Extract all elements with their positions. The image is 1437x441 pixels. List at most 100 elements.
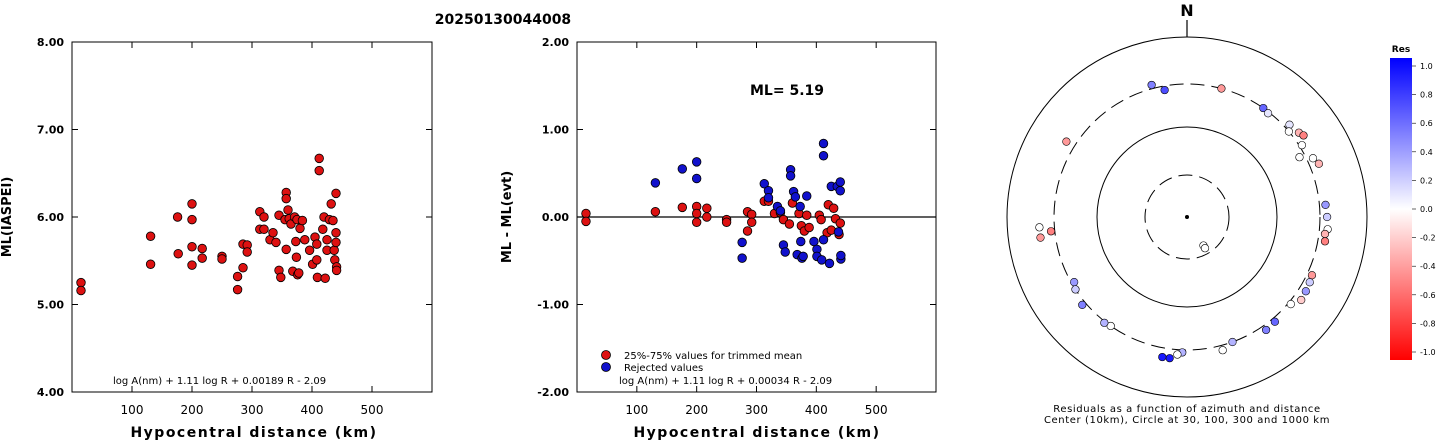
ring-100km	[1096, 126, 1278, 308]
data-point	[331, 228, 341, 238]
data-point	[304, 245, 315, 255]
caption-line-1: Residuals as a function of azimuth and d…	[1053, 404, 1321, 415]
station-point	[1323, 212, 1332, 222]
x-tick-label: 200	[685, 403, 708, 417]
residual-vs-distance-plot: -2.00 -1.00 0.00 1.00 2.00 100 200 300 400 500 M…	[500, 36, 937, 441]
legend-label-trimmed: 25%-75% values for trimmed mean	[624, 351, 802, 362]
station-point	[1046, 227, 1056, 236]
data-point	[242, 247, 252, 257]
y-tick-label: 4.00	[37, 386, 64, 399]
data-point	[297, 215, 308, 226]
data-point	[331, 265, 342, 276]
data-points	[581, 138, 846, 269]
rejected-point	[759, 179, 769, 189]
data-point	[329, 245, 339, 255]
data-point	[76, 285, 86, 296]
data-point	[291, 252, 302, 262]
station-point	[1297, 295, 1306, 305]
data-point	[331, 188, 341, 199]
x-tick-label: 200	[181, 403, 204, 417]
rejected-point	[817, 255, 827, 265]
trimmed-point	[835, 218, 845, 228]
rejected-point	[835, 177, 845, 187]
legend-marker-trimmed	[601, 350, 611, 360]
data-point	[217, 254, 227, 264]
data-point	[328, 215, 338, 226]
rejected-point	[798, 251, 808, 262]
trimmed-point	[581, 216, 591, 227]
rejected-point	[737, 253, 747, 263]
figure-title: 20250130044008	[435, 12, 571, 28]
colorbar-tick-label: 0.4	[1420, 148, 1433, 157]
ml-annotation: ML= 5.19	[750, 83, 824, 99]
data-point	[271, 237, 281, 248]
data-point	[187, 260, 197, 270]
rejected-point	[785, 171, 796, 181]
rejected-point	[790, 192, 801, 202]
data-point	[187, 199, 197, 209]
data-point	[145, 231, 156, 241]
colorbar-tick-label: -0.4	[1420, 262, 1436, 271]
legend-marker-rejected	[601, 362, 611, 372]
data-point	[291, 236, 301, 247]
data-point	[238, 263, 248, 273]
x-tick-label: 400	[301, 403, 324, 417]
station-point	[1320, 229, 1330, 239]
station-point	[1158, 352, 1167, 362]
trimmed-point	[691, 217, 702, 227]
trimmed-point	[747, 217, 757, 227]
ml-vs-distance-plot: 4.00 5.00 6.00 7.00 8.00 100 200 300 400 500 ML(…	[0, 36, 433, 441]
y-tick-label: 2.00	[542, 36, 569, 49]
trimmed-point	[816, 214, 826, 225]
station-point	[1100, 318, 1109, 327]
rejected-point	[796, 236, 806, 247]
colorbar-tick-label: -0.2	[1420, 234, 1436, 243]
station-point	[1200, 244, 1210, 253]
rejected-point	[802, 191, 812, 201]
colorbar-tick-label: 1.0	[1420, 62, 1433, 71]
x-ticks: 100 200 300 400 500	[625, 42, 888, 417]
caption-line-2: Center (10km), Circle at 30, 100, 300 an…	[1044, 415, 1330, 426]
rejected-point	[818, 151, 829, 161]
data-point	[283, 205, 293, 215]
y-axis-label: ML - ML(evt)	[500, 171, 515, 263]
rejected-point	[780, 247, 790, 257]
data-point	[314, 165, 324, 176]
y-tick-label: -1.00	[537, 299, 569, 312]
y-tick-label: 1.00	[542, 124, 569, 137]
colorbar-title: Res	[1392, 45, 1410, 55]
data-point	[294, 268, 304, 278]
colorbar-tick-label: -0.8	[1420, 319, 1436, 328]
data-point	[173, 249, 183, 259]
colorbar-tick-label: 0.6	[1420, 119, 1433, 128]
x-tick-label: 300	[745, 403, 768, 417]
formula: log A(nm) + 1.11 log R + 0.00189 R - 2.0…	[113, 376, 326, 387]
data-point	[281, 244, 291, 255]
station-point	[1320, 237, 1330, 246]
data-point	[276, 272, 286, 283]
legend-label-rejected: Rejected values	[624, 363, 703, 374]
y-tick-label: 6.00	[37, 211, 64, 224]
epicenter	[1185, 215, 1189, 219]
x-tick-label: 500	[361, 403, 384, 417]
data-point	[187, 214, 197, 225]
station-point	[1062, 137, 1071, 146]
trimmed-point	[650, 207, 661, 217]
data-point	[232, 284, 243, 295]
data-point	[281, 193, 291, 204]
data-point	[314, 153, 324, 164]
x-tick-label: 500	[865, 403, 888, 417]
rejected-point	[737, 237, 747, 248]
formula: log A(nm) + 1.11 log R + 0.00034 R - 2.0…	[619, 376, 832, 387]
trimmed-point	[721, 217, 732, 227]
station-point	[1160, 85, 1169, 95]
rejected-point	[824, 258, 835, 269]
trimmed-point	[802, 210, 812, 220]
y-tick-label: 5.00	[37, 299, 64, 312]
station-point	[1036, 233, 1045, 242]
plot-frame	[71, 41, 433, 393]
north-label: N	[1180, 1, 1193, 20]
station-point	[1165, 354, 1174, 363]
station-point	[1299, 131, 1308, 140]
colorbar-tick-label: -1.0	[1420, 348, 1436, 357]
